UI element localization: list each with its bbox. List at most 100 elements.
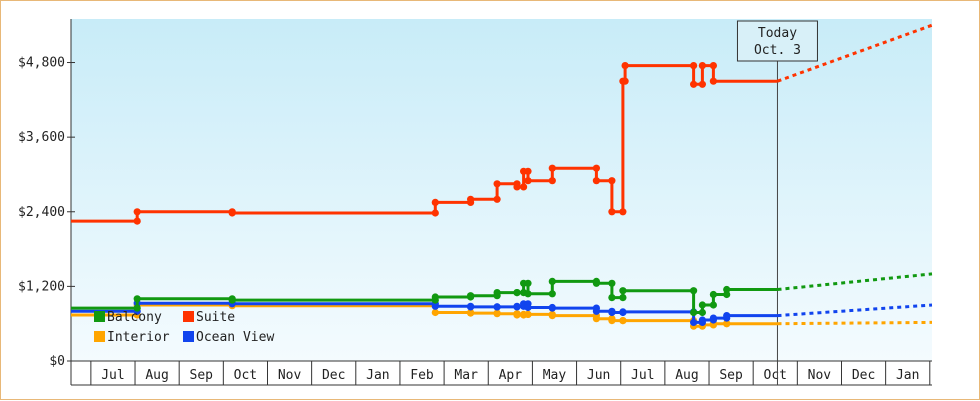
x-tick-label: May xyxy=(543,368,567,383)
series-projection-interior xyxy=(777,320,933,326)
data-point-suite xyxy=(524,167,532,175)
data-point-suite xyxy=(592,164,601,172)
data-point-ocean-view xyxy=(698,316,707,324)
x-tick-label: Jun xyxy=(587,368,610,383)
legend-label-interior: Interior xyxy=(107,330,170,345)
legend-swatch-suite xyxy=(183,311,194,322)
data-point-interior xyxy=(467,309,475,317)
data-point-interior xyxy=(524,310,532,318)
data-point-ocean-view xyxy=(467,303,475,311)
data-point-suite xyxy=(709,77,718,85)
data-point-suite xyxy=(431,209,439,217)
data-point-balcony xyxy=(524,279,532,287)
data-point-suite xyxy=(513,183,521,191)
data-point-balcony xyxy=(690,287,698,295)
data-point-balcony xyxy=(133,295,141,303)
data-point-ocean-view xyxy=(548,304,556,312)
data-point-suite xyxy=(608,177,616,185)
data-point-interior xyxy=(723,320,731,328)
data-point-balcony xyxy=(723,290,731,299)
data-point-balcony xyxy=(698,301,707,309)
y-tick-label: $3,600 xyxy=(18,130,65,145)
x-tick-label: Sep xyxy=(190,368,214,383)
data-point-balcony xyxy=(698,308,707,317)
x-tick-label: Sep xyxy=(719,368,743,383)
data-point-suite xyxy=(698,80,707,88)
data-point-interior xyxy=(493,310,501,318)
data-point-suite xyxy=(709,62,718,70)
x-tick-label: Jul xyxy=(101,368,124,383)
data-point-ocean-view xyxy=(493,303,501,311)
series-line-suite xyxy=(71,64,778,223)
series-balcony xyxy=(71,272,933,317)
x-tick-label: Jan xyxy=(896,368,919,383)
today-label: Today xyxy=(758,26,797,41)
data-point-suite xyxy=(493,195,501,203)
legend-label-ocean-view: Ocean View xyxy=(196,330,274,345)
data-point-interior xyxy=(608,317,616,325)
legend-swatch-ocean-view xyxy=(183,331,194,342)
data-point-suite xyxy=(524,177,532,185)
data-point-balcony xyxy=(619,287,627,295)
data-point-balcony xyxy=(524,290,532,298)
data-point-balcony xyxy=(592,279,601,287)
today-callout-box xyxy=(736,20,818,62)
data-point-suite xyxy=(548,177,556,185)
data-point-suite xyxy=(133,217,141,225)
data-point-suite xyxy=(228,209,236,217)
data-point-suite xyxy=(619,208,627,216)
x-tick-label: Dec xyxy=(852,368,875,383)
data-point-suite xyxy=(621,77,629,85)
data-point-ocean-view xyxy=(619,308,627,316)
data-point-ocean-view xyxy=(513,302,521,310)
data-point-suite xyxy=(520,183,528,191)
data-point-suite xyxy=(431,198,439,206)
data-point-suite xyxy=(592,177,601,185)
data-point-suite xyxy=(133,208,141,216)
legend-swatch-interior xyxy=(94,331,105,342)
data-point-balcony xyxy=(608,279,616,287)
x-tick-label: Mar xyxy=(454,368,478,383)
data-point-balcony xyxy=(548,277,556,285)
data-point-balcony xyxy=(619,294,627,302)
data-point-balcony xyxy=(431,293,439,301)
data-point-balcony xyxy=(709,290,718,299)
data-point-balcony xyxy=(467,292,475,300)
today-date-label: Oct. 3 xyxy=(754,43,801,58)
x-tick-label: Oct xyxy=(764,368,787,383)
y-tick-label: $4,800 xyxy=(18,56,65,71)
x-tick-label: Dec xyxy=(322,368,345,383)
data-point-interior xyxy=(513,311,521,319)
legend-label-balcony: Balcony xyxy=(107,310,162,325)
x-tick-label: Aug xyxy=(675,368,698,383)
series-suite xyxy=(71,23,933,225)
data-point-balcony xyxy=(608,294,616,302)
data-point-suite xyxy=(621,62,629,70)
x-tick-label: Feb xyxy=(410,368,434,383)
data-point-balcony xyxy=(709,301,718,309)
series-projection-ocean-view xyxy=(777,303,933,318)
data-point-ocean-view xyxy=(431,302,439,310)
y-tick-label: $2,400 xyxy=(18,205,65,220)
x-tick-label: Jan xyxy=(366,368,389,383)
x-tick-label: Aug xyxy=(145,368,168,383)
data-point-suite xyxy=(608,208,616,216)
legend-label-suite: Suite xyxy=(196,310,235,325)
series-projection-balcony xyxy=(777,272,933,291)
data-point-suite xyxy=(690,80,698,88)
data-point-ocean-view xyxy=(723,312,731,320)
data-point-suite xyxy=(690,62,698,70)
x-tick-label: Nov xyxy=(278,368,302,383)
data-point-balcony xyxy=(723,285,731,294)
data-point-interior xyxy=(619,317,627,325)
data-point-interior xyxy=(548,312,556,320)
data-point-balcony xyxy=(493,289,501,297)
x-tick-label: Jul xyxy=(631,368,654,383)
series-projection-suite xyxy=(776,23,933,83)
data-point-ocean-view xyxy=(524,303,532,312)
data-point-balcony xyxy=(513,289,521,297)
data-point-ocean-view xyxy=(592,307,601,315)
y-tick-label: $0 xyxy=(49,354,65,369)
